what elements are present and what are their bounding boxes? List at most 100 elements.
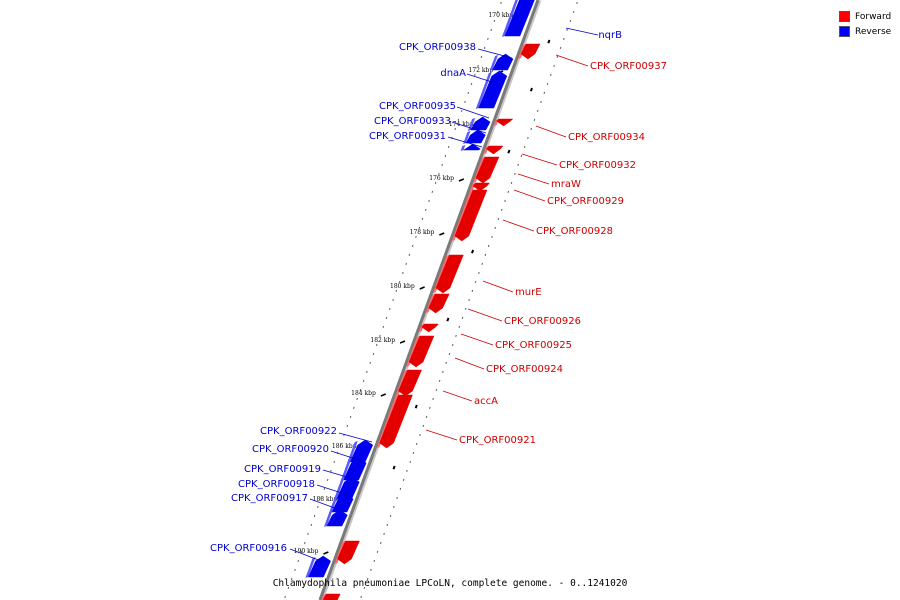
dotted-guide-right <box>546 82 549 85</box>
gene-cpk-orf00920-shade <box>340 459 352 481</box>
tick-label: 188 kbp <box>313 496 338 503</box>
dotted-guide-right <box>540 100 542 103</box>
gene-cpk-orf00925 <box>421 323 439 333</box>
gene-cpk-orf00931-leader <box>447 136 483 148</box>
dotted-guide-right <box>494 226 496 229</box>
dotted-guide-right <box>536 109 539 112</box>
dotted-guide-left <box>339 442 342 445</box>
tick-label: 178 kbp <box>410 229 435 236</box>
dotted-guide-right <box>563 37 565 40</box>
dotted-guide-right <box>517 163 519 166</box>
dotted-guide-left <box>493 19 496 22</box>
dotted-guide-left <box>496 10 499 13</box>
dotted-guide-right <box>523 145 526 148</box>
dotted-guide-right <box>419 433 421 436</box>
dotted-guide-left <box>366 370 368 373</box>
dotted-guide-left <box>474 73 476 76</box>
dotted-guide-left <box>287 586 290 589</box>
gene-dnaa-shade <box>475 72 492 109</box>
gene-cpk-orf00934-leader <box>535 125 567 138</box>
dotted-guide-left <box>297 559 300 562</box>
gene-cpk-orf00916 <box>307 555 331 578</box>
legend-label-reverse: Reverse <box>855 26 892 37</box>
dotted-guide-right <box>373 559 376 562</box>
dotted-guide-left <box>389 307 391 310</box>
dotted-guide-left <box>385 316 388 319</box>
gene-cpk-orf00922 <box>349 439 374 463</box>
gene-cpk-orf00929-leader <box>513 189 546 202</box>
dotted-guide-left <box>454 127 456 130</box>
gene-unlabeled-bottom-shade <box>321 594 327 600</box>
dotted-guide-right <box>550 73 552 76</box>
grid-mark <box>446 317 450 322</box>
dotted-guide-right <box>412 451 415 454</box>
dotted-guide-right <box>500 208 503 211</box>
gene-cpk-orf00916-leader <box>289 548 322 562</box>
gene-cpk-orf00933-shade <box>463 131 471 144</box>
tick-mark <box>380 393 387 397</box>
dotted-guide-left <box>330 469 332 472</box>
dotted-guide-right <box>415 442 418 445</box>
grid-mark <box>471 249 475 254</box>
gene-cpk-orf00925-leader <box>460 333 494 346</box>
tick-label: 186 kbp <box>332 443 357 450</box>
gene-cpk-orf00926-leader <box>467 308 503 322</box>
tick-label: 182 kbp <box>370 337 395 344</box>
dotted-guide-right <box>363 586 366 589</box>
gene-dnaa-label: dnaA <box>440 68 466 79</box>
gene-dnaa-leader <box>466 73 499 85</box>
gene-cpk-orf00920 <box>343 457 367 481</box>
gene-mure-leader <box>482 280 514 293</box>
gene-cpk-orf00921-label: CPK_ORF00921 <box>459 435 536 446</box>
dotted-guide-left <box>441 163 443 166</box>
dotted-guide-right <box>556 55 559 58</box>
dotted-guide-left <box>294 568 296 571</box>
dotted-guide-left <box>326 478 329 481</box>
dotted-guide-right <box>559 46 562 49</box>
gene-nqrb-label: nqrB <box>598 30 622 41</box>
legend-item-reverse: Reverse <box>839 24 891 39</box>
dotted-guide-right <box>468 298 470 301</box>
gene-cpk-orf00921-leader <box>425 429 458 441</box>
gene-cpk-orf00937 <box>520 43 541 60</box>
grid-mark <box>547 39 551 44</box>
genome-caption: Chlamydophila pneumoniae LPCoLN, complet… <box>272 578 628 589</box>
gene-cpk-orf00935-label: CPK_ORF00935 <box>379 101 456 112</box>
dotted-guide-left <box>356 397 358 400</box>
dotted-guide-right <box>465 307 467 310</box>
dotted-guide-right <box>576 1 578 4</box>
tick-label: 190 kbp <box>294 548 319 555</box>
gene-cpk-orf00932-leader <box>521 153 558 166</box>
dotted-guide-right <box>451 343 454 346</box>
gene-cpk-orf00933-leader <box>451 121 487 134</box>
gene-cpk-orf00928-leader <box>502 219 535 232</box>
dotted-guide-right <box>409 460 411 463</box>
dotted-guide-left <box>421 217 424 220</box>
tick-label: 172 kbp <box>469 67 494 74</box>
dotted-guide-left <box>460 109 463 112</box>
gene-cpk-orf00933-label: CPK_ORF00933 <box>374 116 451 127</box>
gene-cpk-orf00916-label: CPK_ORF00916 <box>210 543 287 554</box>
dotted-guide-right <box>507 190 510 193</box>
dotted-guide-right <box>504 199 506 202</box>
dotted-guide-left <box>483 46 486 49</box>
gene-cpk-orf00924 <box>408 335 435 368</box>
dotted-guide-right <box>376 550 379 553</box>
gene-unlabeled-bottom <box>322 593 341 600</box>
dotted-guide-left <box>408 253 411 256</box>
dotted-guide-right <box>458 325 461 328</box>
dotted-guide-left <box>467 91 470 94</box>
dotted-guide-left <box>284 595 286 598</box>
gene-cpk-orf00929-label: CPK_ORF00929 <box>547 196 624 207</box>
dotted-guide-right <box>487 244 490 247</box>
tick-label: 174 kbp <box>449 121 474 128</box>
gene-cpk-orf00922-leader <box>338 432 373 443</box>
dotted-guide-left <box>346 424 349 427</box>
dotted-guide-left <box>428 199 430 202</box>
reverse-swatch <box>839 26 850 37</box>
tick-label: 184 kbp <box>351 390 376 397</box>
tick-mark <box>458 178 465 182</box>
gene-cpk-orf00938 <box>492 53 514 71</box>
gene-cpk-orf00931-label: CPK_ORF00931 <box>369 131 446 142</box>
